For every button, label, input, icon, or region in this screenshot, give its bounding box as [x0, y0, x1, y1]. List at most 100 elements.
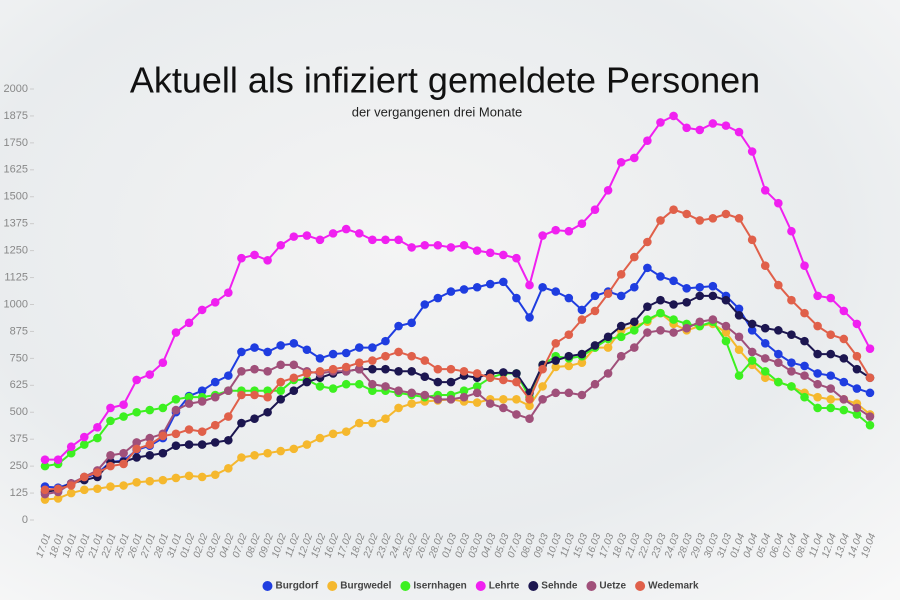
- data-point: [525, 414, 534, 424]
- data-point: [197, 305, 207, 315]
- data-point: [839, 395, 849, 404]
- data-point: [354, 418, 364, 428]
- data-point: [512, 395, 521, 404]
- data-point: [564, 388, 574, 398]
- data-point: [577, 315, 587, 324]
- data-point: [250, 250, 259, 260]
- data-point: [459, 392, 469, 402]
- data-point: [184, 318, 194, 328]
- data-point: [79, 472, 89, 482]
- data-point: [315, 354, 325, 363]
- data-point: [485, 248, 495, 258]
- data-point: [263, 407, 272, 417]
- data-point: [525, 395, 534, 404]
- data-point: [250, 414, 259, 424]
- data-point: [800, 261, 809, 271]
- data-point: [629, 343, 639, 352]
- data-point: [643, 237, 652, 247]
- data-point: [839, 334, 849, 344]
- data-point: [839, 306, 849, 316]
- y-tick-label: 500: [10, 406, 28, 418]
- data-point: [499, 250, 508, 260]
- data-point: [446, 243, 456, 252]
- data-point: [760, 323, 770, 333]
- data-point: [158, 448, 168, 458]
- data-point: [813, 392, 822, 402]
- data-point: [656, 295, 665, 305]
- data-point: [721, 295, 731, 305]
- data-point: [747, 319, 757, 329]
- data-point: [171, 473, 181, 483]
- data-point: [289, 360, 299, 370]
- data-point: [368, 418, 377, 428]
- y-tick-label: 1625: [4, 164, 28, 176]
- data-point: [119, 481, 128, 490]
- legend-label: Lehrte: [489, 581, 520, 592]
- data-point: [263, 386, 272, 396]
- data-point: [616, 332, 626, 342]
- data-point: [459, 285, 469, 294]
- data-point: [276, 341, 286, 350]
- data-point: [224, 386, 233, 396]
- data-point: [839, 377, 849, 387]
- data-point: [865, 344, 875, 353]
- data-point: [224, 463, 233, 473]
- data-point: [800, 361, 809, 371]
- data-point: [197, 472, 207, 482]
- data-point: [643, 263, 652, 273]
- data-point: [656, 118, 665, 127]
- data-point: [197, 386, 207, 396]
- data-point: [276, 386, 286, 396]
- data-point: [250, 343, 259, 352]
- data-point: [551, 287, 561, 296]
- legend-item: Burgdorf: [262, 581, 319, 592]
- data-point: [577, 219, 587, 228]
- data-point: [394, 386, 403, 396]
- y-tick-label: 1375: [4, 218, 28, 230]
- data-point: [603, 289, 613, 299]
- data-point: [564, 361, 574, 371]
- data-point: [669, 300, 678, 309]
- data-point: [394, 321, 403, 331]
- data-point: [420, 300, 430, 309]
- data-point: [106, 403, 115, 413]
- data-point: [66, 488, 76, 498]
- data-point: [800, 308, 809, 318]
- data-point: [826, 371, 836, 380]
- data-point: [328, 229, 338, 238]
- y-tick-label: 1250: [4, 245, 28, 257]
- series-line: [44, 266, 871, 489]
- data-point: [354, 379, 364, 389]
- data-point: [381, 336, 390, 346]
- data-point: [237, 253, 246, 263]
- data-point: [485, 373, 495, 383]
- y-tick-label: 250: [10, 460, 28, 472]
- data-point: [616, 157, 626, 167]
- data-point: [551, 338, 561, 348]
- data-point: [210, 298, 220, 307]
- data-point: [643, 315, 652, 324]
- data-point: [119, 448, 128, 458]
- data-point: [210, 377, 220, 387]
- data-point: [145, 451, 155, 460]
- data-point: [760, 338, 770, 348]
- data-point: [368, 386, 377, 396]
- data-point: [708, 281, 718, 291]
- data-point: [551, 225, 561, 235]
- data-point: [708, 315, 718, 324]
- data-point: [747, 147, 757, 156]
- data-point: [407, 351, 416, 361]
- data-point: [289, 232, 299, 241]
- data-point: [813, 379, 822, 389]
- data-point: [787, 382, 796, 391]
- data-point: [603, 332, 613, 342]
- data-point: [224, 435, 233, 445]
- data-point: [302, 440, 312, 449]
- data-point: [119, 459, 128, 469]
- data-point: [839, 354, 849, 363]
- data-point: [433, 395, 443, 404]
- data-point: [577, 358, 587, 367]
- data-point: [695, 125, 705, 135]
- data-point: [629, 282, 639, 292]
